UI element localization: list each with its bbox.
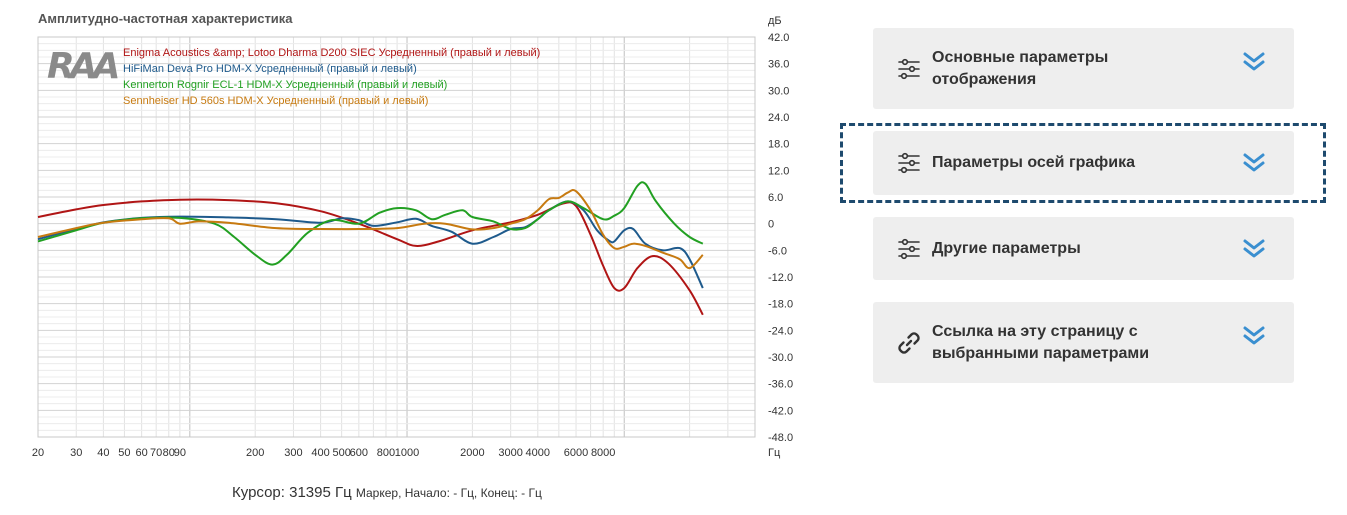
double-chevron-down-icon[interactable]: [1242, 151, 1266, 175]
sliders-icon: [898, 238, 920, 259]
x-tick-label: 8000: [591, 447, 615, 459]
y-tick-label: 30.0: [768, 85, 789, 97]
panel-label: Основные параметры отображения: [932, 48, 1109, 88]
sliders-icon: [898, 58, 920, 79]
panel-label: Другие параметры: [932, 239, 1081, 257]
x-tick-label: 50: [118, 447, 130, 459]
cursor-readout: Курсор: 31395 Гц Маркер, Начало: - Гц, К…: [232, 484, 542, 501]
series-line-1: [37, 198, 704, 316]
panel-share-link[interactable]: Ссылка на эту страницу с выбранными пара…: [873, 302, 1294, 383]
y-tick-label: 18.0: [768, 139, 789, 151]
y-tick-label: -36.0: [768, 379, 793, 391]
x-tick-label: 200: [246, 447, 264, 459]
x-tick-label: 40: [97, 447, 109, 459]
y-tick-label: -30.0: [768, 352, 793, 364]
y-tick-label: -24.0: [768, 325, 793, 337]
y-tick-label: -12.0: [768, 272, 793, 284]
y-axis-ticks: 42.0 36.0 30.0 24.0 18.0 12.0 6.0 0 -6.0 -12.0 -18…: [768, 32, 793, 444]
panel-label: Параметры осей графика: [932, 154, 1136, 171]
x-axis-unit: Гц: [768, 447, 781, 459]
legend-entry[interactable]: Enigma Acoustics &amp; Lotoo Dharma D200…: [123, 47, 540, 59]
legend: Enigma Acoustics &amp; Lotoo Dharma D200…: [123, 47, 540, 107]
panel-label: Ссылка на эту страницу с выбранными пара…: [932, 322, 1150, 362]
double-chevron-down-icon[interactable]: [1242, 50, 1266, 74]
legend-entry[interactable]: Kennerton Rognir ECL-1 HDM-X Усредненный…: [123, 79, 447, 91]
chart-title: Амплитудно-частотная характеристика: [38, 11, 293, 26]
legend-entry[interactable]: HiFiMan Deva Pro HDM-X Усредненный (прав…: [123, 63, 417, 75]
x-tick-label: 300: [284, 447, 302, 459]
x-tick-label: 1000: [395, 447, 419, 459]
x-tick-label: 30: [70, 447, 82, 459]
x-tick-label: 80: [163, 447, 175, 459]
sliders-icon: [898, 152, 920, 174]
y-tick-label: -42.0: [768, 405, 793, 417]
x-tick-label: 90: [174, 447, 186, 459]
y-tick-label: 0: [768, 219, 774, 231]
cursor-frequency: Курсор: 31395 Гц: [232, 484, 352, 501]
link-icon: [898, 331, 920, 354]
x-tick-label: 20: [32, 447, 44, 459]
legend-entry[interactable]: Sennheiser HD 560s HDM-X Усредненный (пр…: [123, 95, 428, 107]
x-tick-label: 800: [377, 447, 395, 459]
x-tick-label: 400: [311, 447, 329, 459]
y-tick-label: 24.0: [768, 112, 789, 124]
double-chevron-down-icon[interactable]: [1242, 237, 1266, 261]
x-tick-label: 6000: [564, 447, 588, 459]
frequency-response-chart[interactable]: RAA Enigma Acoustics &amp; Lotoo Dharma …: [0, 0, 830, 470]
focus-outline: [840, 123, 1326, 203]
series-lines: [37, 181, 704, 316]
y-tick-label: 6.0: [768, 192, 783, 204]
x-tick-label: 600: [350, 447, 368, 459]
marker-range: Маркер, Начало: - Гц, Конец: - Гц: [355, 486, 542, 500]
panel-axis-settings[interactable]: Параметры осей графика: [873, 131, 1294, 195]
x-tick-label: 70: [150, 447, 162, 459]
x-tick-label: 3000: [498, 447, 522, 459]
x-tick-label: 60: [136, 447, 148, 459]
y-tick-label: -48.0: [768, 432, 793, 444]
x-tick-label: 2000: [460, 447, 484, 459]
y-tick-label: 42.0: [768, 32, 789, 44]
series-line-4: [37, 189, 704, 270]
svg-text:RAA: RAA: [47, 46, 118, 87]
y-axis-unit: дБ: [768, 15, 782, 27]
panel-display-settings[interactable]: Основные параметры отображения: [873, 28, 1294, 109]
ram-logo: RAA: [47, 46, 123, 87]
series-line-2: [37, 200, 704, 289]
grid: [37, 36, 756, 438]
y-tick-label: 36.0: [768, 59, 789, 71]
series-line-3: [37, 181, 704, 266]
double-chevron-down-icon[interactable]: [1242, 324, 1266, 348]
x-tick-label: 500: [332, 447, 350, 459]
panel-other-settings[interactable]: Другие параметры: [873, 217, 1294, 280]
y-tick-label: -18.0: [768, 299, 793, 311]
x-tick-label: 4000: [526, 447, 550, 459]
y-tick-label: -6.0: [768, 245, 787, 257]
y-tick-label: 12.0: [768, 165, 789, 177]
